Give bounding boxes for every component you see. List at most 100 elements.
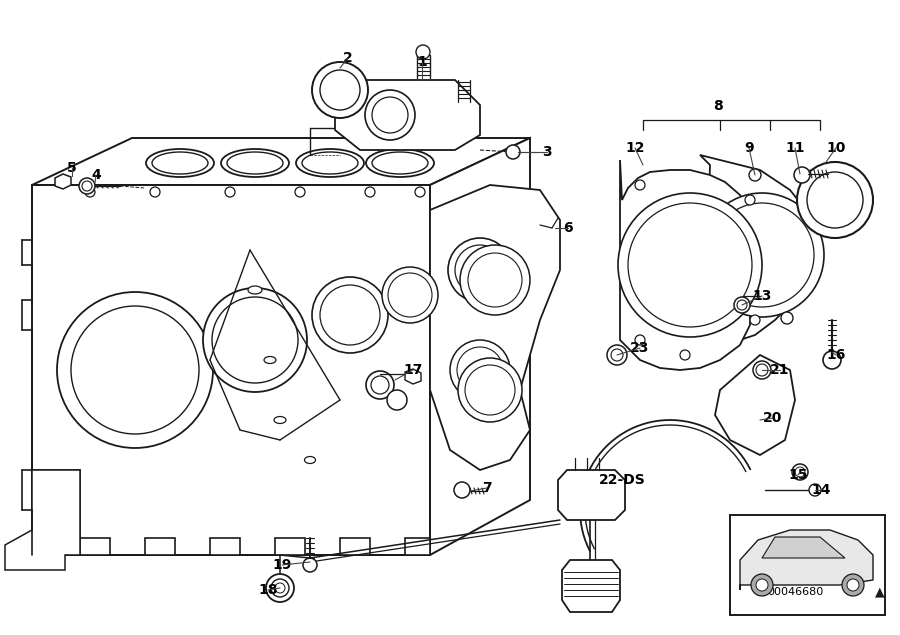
Text: 19: 19 [273,558,292,572]
Circle shape [753,361,771,379]
Circle shape [266,574,294,602]
Circle shape [372,97,408,133]
Ellipse shape [248,286,262,294]
Circle shape [823,351,841,369]
Ellipse shape [227,152,283,174]
Text: 20: 20 [763,411,783,425]
Ellipse shape [274,417,286,424]
Circle shape [366,371,394,399]
Circle shape [388,273,432,317]
Text: 6: 6 [563,221,572,235]
Circle shape [756,579,768,591]
Circle shape [680,350,690,360]
Circle shape [82,181,92,191]
Text: 18: 18 [258,583,278,597]
Bar [730,515,885,615]
Circle shape [371,376,389,394]
Text: 4: 4 [91,168,101,182]
Circle shape [271,579,289,597]
Circle shape [150,187,160,197]
Circle shape [465,365,515,415]
Text: 3: 3 [542,145,552,159]
Circle shape [607,345,627,365]
Circle shape [749,169,761,181]
Ellipse shape [296,149,364,177]
Circle shape [387,390,407,410]
Circle shape [710,203,814,307]
Text: 15: 15 [788,468,808,482]
Polygon shape [32,185,430,555]
Text: 5: 5 [68,161,76,175]
Ellipse shape [366,149,434,177]
Circle shape [85,187,95,197]
Circle shape [203,288,307,392]
Circle shape [635,335,645,345]
Circle shape [365,187,375,197]
Polygon shape [55,174,71,189]
Circle shape [382,267,438,323]
Circle shape [275,583,285,593]
Circle shape [750,315,760,325]
Polygon shape [562,560,620,612]
Circle shape [57,292,213,448]
Text: 11: 11 [785,141,805,155]
Text: 00046680: 00046680 [767,587,824,597]
Circle shape [365,90,415,140]
Circle shape [212,297,298,383]
Text: 10: 10 [826,141,846,155]
Polygon shape [620,160,750,370]
Circle shape [416,45,430,59]
Polygon shape [700,155,815,345]
Circle shape [225,187,235,197]
Circle shape [751,574,773,596]
Circle shape [303,558,317,572]
Ellipse shape [302,152,358,174]
Circle shape [312,62,368,118]
Text: ▲: ▲ [875,585,885,599]
Circle shape [71,306,199,434]
Circle shape [792,464,808,480]
Circle shape [457,347,503,393]
Circle shape [734,297,750,313]
Circle shape [842,574,864,596]
Text: 16: 16 [826,348,846,362]
Polygon shape [715,355,795,455]
Circle shape [807,172,863,228]
Text: 7: 7 [482,481,491,495]
Circle shape [611,349,623,361]
Circle shape [809,484,821,496]
Circle shape [781,312,793,324]
Polygon shape [5,470,80,570]
Text: 12: 12 [626,141,644,155]
Ellipse shape [221,149,289,177]
Circle shape [79,178,95,194]
Polygon shape [430,138,530,555]
Circle shape [415,187,425,197]
Circle shape [320,285,380,345]
Circle shape [628,203,752,327]
Circle shape [797,162,873,238]
Polygon shape [405,369,421,384]
Circle shape [618,193,762,337]
Text: 13: 13 [752,289,771,303]
Ellipse shape [264,356,276,363]
Circle shape [458,358,522,422]
Text: 17: 17 [403,363,423,377]
Circle shape [448,238,512,302]
Ellipse shape [372,152,428,174]
Text: 8: 8 [713,99,723,113]
Text: 21: 21 [770,363,790,377]
Text: 23: 23 [630,341,650,355]
Text: 9: 9 [744,141,754,155]
Circle shape [745,195,755,205]
Ellipse shape [146,149,214,177]
Polygon shape [740,530,873,590]
Circle shape [455,245,505,295]
Polygon shape [335,80,480,150]
Circle shape [847,579,859,591]
Circle shape [295,187,305,197]
Polygon shape [32,470,80,555]
Circle shape [794,167,810,183]
Text: 14: 14 [811,483,831,497]
Polygon shape [558,470,625,520]
